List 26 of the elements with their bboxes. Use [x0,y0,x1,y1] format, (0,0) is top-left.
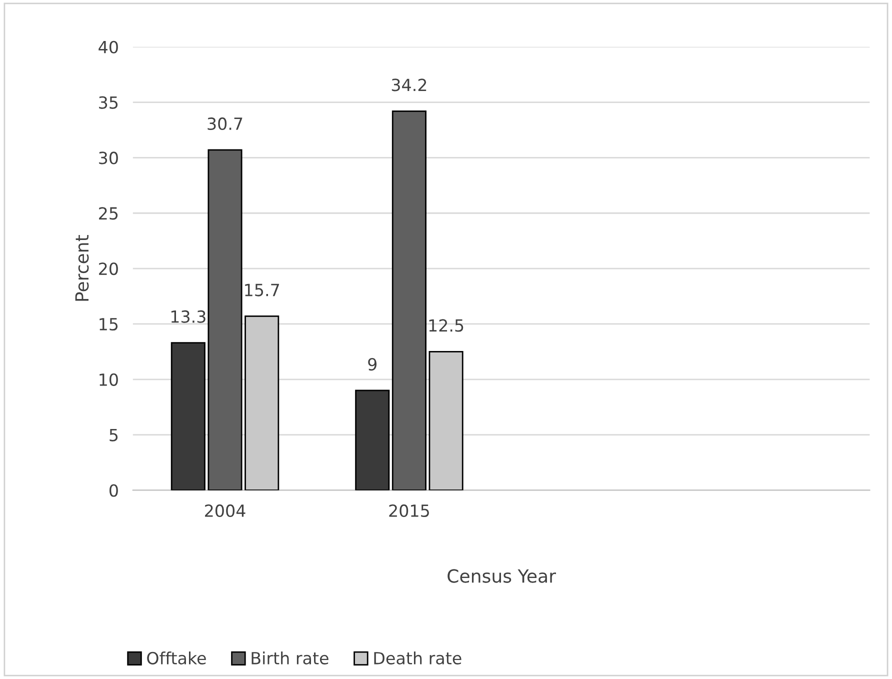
bar [170,342,206,490]
y-tick-label: 10 [100,373,118,386]
y-axis-title: Percent [75,235,89,301]
y-tick-label: 20 [99,262,118,276]
bar [355,390,390,490]
y-tick-label: 5 [110,428,118,442]
x-axis-title: Census Year [448,569,556,583]
data-label: 34.2 [392,78,426,92]
legend-label: Offtake [147,652,206,664]
y-tick-label: 25 [99,207,118,220]
y-tick-label: 30 [99,152,118,164]
data-label: 13.3 [171,310,206,323]
data-label: 15.7 [245,284,279,296]
data-label: 30.7 [208,117,242,130]
x-tick-label: 2015 [389,504,429,518]
bar [208,149,242,490]
legend-label: Birth rate [252,652,328,664]
data-label: 12.5 [429,319,464,332]
x-tick-label: 2004 [205,504,246,518]
data-label: 9 [368,358,376,371]
legend-label: Death rate [374,652,462,664]
y-tick-label: 40 [98,40,118,54]
y-tick-label: 0 [110,484,118,497]
bar [392,110,426,490]
y-tick-label: 35 [99,96,118,109]
y-tick-label: 15 [100,318,118,331]
